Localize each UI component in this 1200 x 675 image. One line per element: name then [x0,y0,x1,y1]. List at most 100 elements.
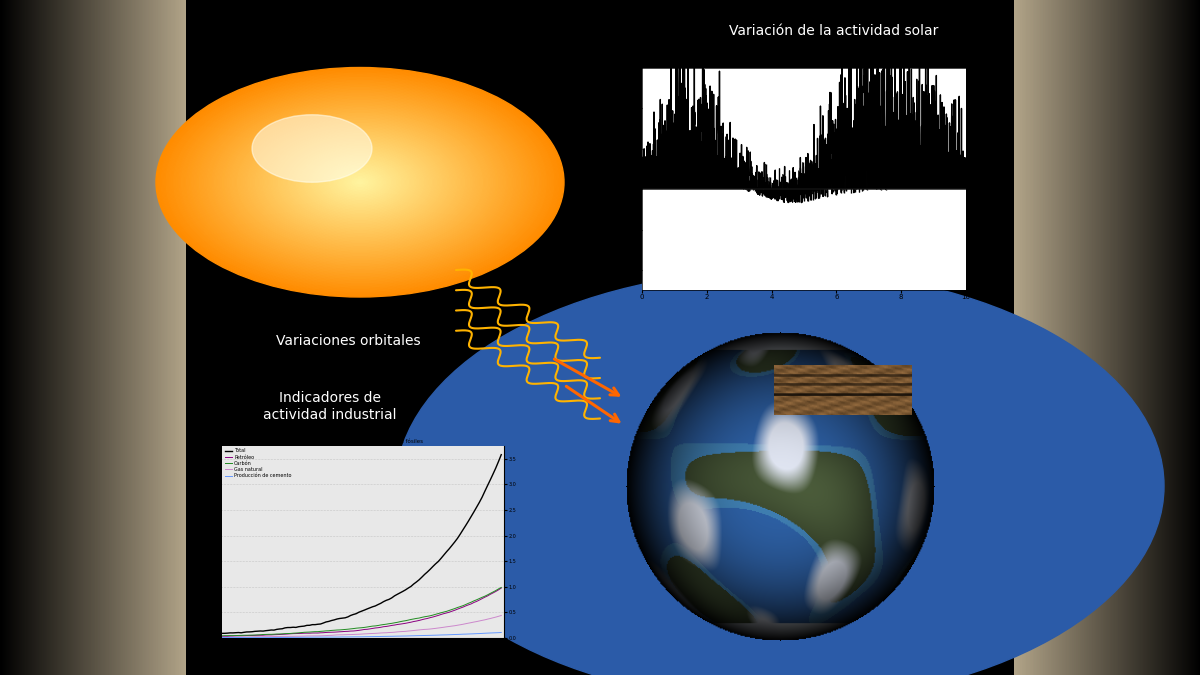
Circle shape [322,161,398,204]
Producción de cemento [472,630,486,638]
Gas natural [379,628,394,637]
Total [461,517,475,525]
Circle shape [190,86,530,278]
Circle shape [353,178,367,186]
Circle shape [281,138,439,227]
Circle shape [210,98,510,267]
Carbón [377,620,391,628]
Circle shape [166,73,553,292]
Producción de cemento [478,629,492,637]
Circle shape [296,146,424,218]
Circle shape [358,181,362,184]
Circle shape [278,136,442,228]
Circle shape [202,93,518,271]
Text: Impactos de meteoritos: Impactos de meteoritos [864,378,1030,392]
Gas natural [494,612,509,620]
Circle shape [156,68,564,297]
Circle shape [310,154,410,211]
Circle shape [194,89,526,275]
Circle shape [176,79,544,286]
Circle shape [396,270,1164,675]
Circle shape [350,177,371,188]
Circle shape [292,144,428,221]
Circle shape [174,78,546,287]
Circle shape [306,152,414,213]
Gas natural [464,618,479,626]
Circle shape [252,115,372,182]
Producción de cemento [253,634,268,642]
Circle shape [186,85,534,280]
Circle shape [329,165,391,200]
Circle shape [342,172,378,192]
Circle shape [294,145,426,219]
Circle shape [181,82,539,283]
Petróleo [292,629,306,637]
Circle shape [314,157,406,208]
Circle shape [324,162,396,202]
Circle shape [269,131,452,234]
Circle shape [301,149,419,215]
Total [467,508,481,516]
Circle shape [271,132,449,232]
Carbón [475,593,490,601]
Text: Indicadores de
actividad industrial: Indicadores de actividad industrial [263,392,397,422]
Total [377,597,391,605]
Carbón [494,583,509,591]
Circle shape [161,70,559,294]
Carbón [469,596,484,604]
Petróleo [467,599,481,607]
Line: Petróleo: Petróleo [222,588,502,637]
Circle shape [319,159,401,205]
Circle shape [317,158,403,207]
Total [494,451,509,459]
Circle shape [163,72,557,293]
Circle shape [340,171,380,194]
Circle shape [335,168,385,196]
Circle shape [251,121,469,244]
Circle shape [222,105,498,260]
Circle shape [235,112,485,252]
Circle shape [258,125,462,240]
Total [292,622,306,630]
Gas natural [478,616,492,624]
Gas natural [294,632,308,640]
Gas natural [215,633,229,641]
Producción de cemento [464,630,479,638]
Producción de cemento [469,630,484,638]
Carbón [467,597,481,605]
Petróleo [469,597,484,605]
Producción de cemento [215,634,229,642]
Circle shape [192,88,528,277]
Circle shape [215,101,505,264]
Circle shape [158,69,562,296]
Circle shape [199,92,521,273]
Circle shape [242,116,478,248]
Total [475,493,490,502]
Circle shape [217,102,503,263]
Circle shape [247,119,473,246]
Line: Producción de cemento: Producción de cemento [222,632,502,638]
Total [469,503,484,511]
Total [215,629,229,637]
Circle shape [240,115,480,250]
Circle shape [355,180,365,185]
Circle shape [274,134,446,231]
Line: Total: Total [222,455,502,633]
Gas natural [469,618,484,626]
Circle shape [263,128,457,237]
Circle shape [304,151,416,214]
Petróleo [475,595,490,603]
Circle shape [253,122,467,242]
Circle shape [299,148,421,217]
Carbón [215,632,229,640]
Circle shape [230,109,490,255]
Carbón [461,599,475,608]
Circle shape [260,126,460,238]
Text: Variación de la actividad solar: Variación de la actividad solar [730,24,938,38]
Petróleo [377,622,391,630]
Circle shape [179,80,541,284]
Producción de cemento [494,628,509,637]
Petróleo [461,601,475,609]
Circle shape [344,173,376,191]
Circle shape [312,155,408,209]
